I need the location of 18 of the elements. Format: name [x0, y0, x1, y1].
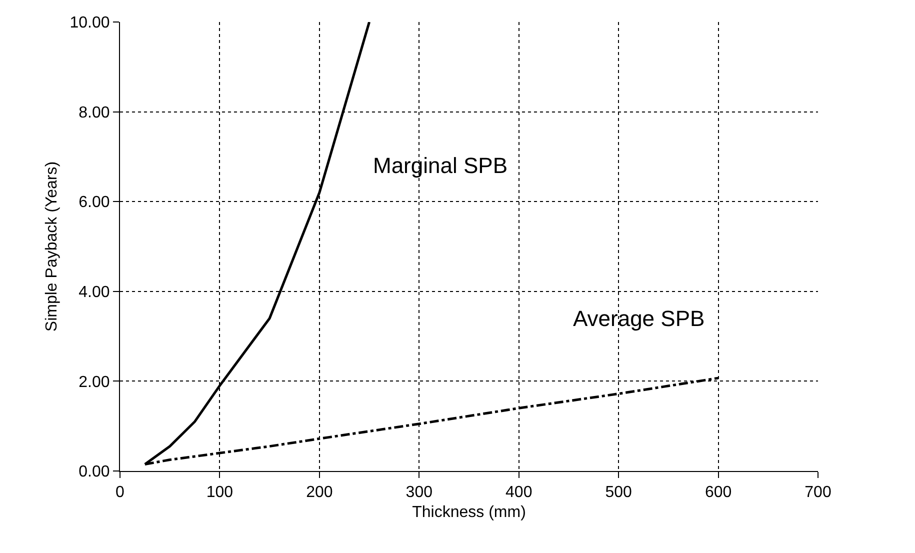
y-tick-label: 8.00 [78, 104, 110, 122]
x-tick-label: 500 [605, 484, 632, 502]
text: Average SPB [573, 306, 705, 331]
series-label: Marginal SPB [373, 153, 508, 178]
x-tick-label: 100 [206, 484, 234, 502]
x-tick-label: 200 [306, 484, 333, 502]
x-tick-label: 0 [116, 484, 125, 502]
x-tick-label: 300 [406, 484, 433, 502]
y-tick-label: 0.00 [78, 464, 110, 481]
y-axis-title: Simple Payback (Years) [44, 161, 61, 332]
y-tick-label: 6.00 [78, 194, 110, 212]
y-tick-label: 2.00 [78, 374, 110, 391]
y-tick-label: 10.00 [70, 14, 110, 32]
x-axis-title: Thickness (mm) [412, 504, 526, 521]
x-tick-label: 400 [506, 484, 532, 502]
y-tick-label: 4.00 [78, 284, 110, 301]
x-tick-label: 600 [704, 484, 732, 502]
x-tick-label: 700 [804, 484, 832, 502]
